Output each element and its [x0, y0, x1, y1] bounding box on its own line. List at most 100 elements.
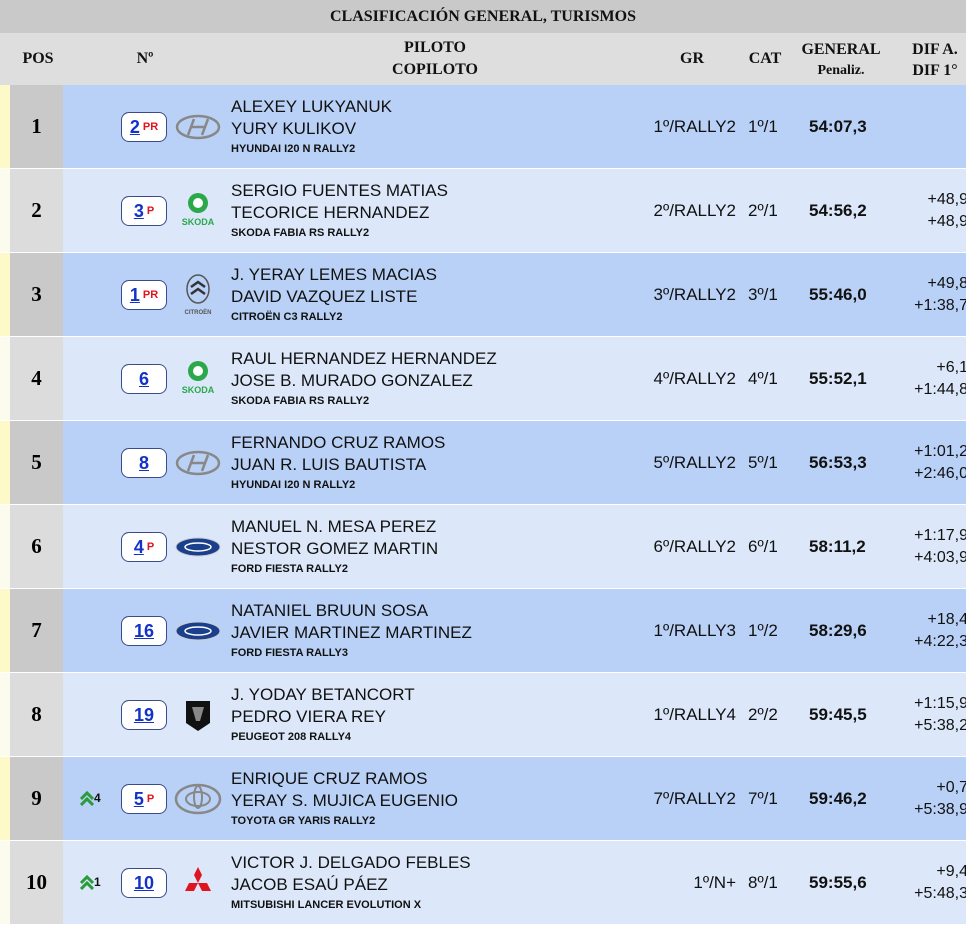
total-time: 59:46,2 — [809, 789, 867, 808]
codriver: YERAY S. MUJICA EUGENIO — [231, 791, 459, 810]
total-time: 58:29,6 — [809, 621, 867, 640]
number: 8 — [138, 452, 149, 473]
car-number[interactable]: 8 — [121, 448, 167, 478]
gap-previous: +1:17,9 — [914, 527, 966, 544]
codriver: JACOB ESAÚ PÁEZ — [231, 875, 388, 894]
position-gain: 1 — [80, 874, 101, 890]
car-model: CITROËN C3 RALLY2 — [231, 311, 343, 323]
driver: NATANIEL BRUUN SOSA — [231, 601, 429, 620]
car-number[interactable]: 2 PR — [121, 112, 167, 142]
row-marker — [0, 673, 10, 756]
brand-logo — [175, 621, 221, 641]
group-rank: 1º/N+ — [693, 873, 736, 892]
total-time: 55:52,1 — [809, 369, 867, 388]
table-row: 10 1 10 VICTOR J. DELGADO FEBLES JACOB ESAÚ … — [0, 841, 966, 925]
row-marker — [0, 169, 10, 252]
row-marker — [0, 757, 10, 840]
total-time: 56:53,3 — [809, 453, 867, 472]
driver: VICTOR J. DELGADO FEBLES — [231, 853, 471, 872]
brand-logo: SKODA — [182, 193, 215, 227]
brand-logo — [186, 701, 210, 731]
row-marker — [0, 85, 10, 168]
car-number[interactable]: 10 — [121, 868, 167, 898]
number: 3 — [133, 200, 144, 221]
car-number[interactable]: 16 — [121, 616, 167, 646]
gap-previous: +48,9 — [927, 191, 966, 208]
row-marker — [0, 253, 10, 336]
position: 8 — [10, 673, 63, 756]
row-marker — [0, 841, 10, 924]
table-row: 6 4 P MANUEL N. MESA PEREZ NESTOR GOMEZ MART… — [0, 505, 966, 589]
logo-text: SKODA — [182, 217, 215, 227]
brand-logo — [174, 783, 222, 815]
position: 2 — [10, 169, 63, 252]
group-rank: 7º/RALLY2 — [653, 789, 736, 808]
number: 2 — [129, 116, 140, 137]
brand-logo — [185, 867, 211, 891]
codriver: PEDRO VIERA REY — [231, 707, 386, 726]
gain-value: 4 — [94, 791, 101, 805]
gap-leader: +4:03,9 — [914, 549, 966, 566]
group-rank: 1º/RALLY3 — [653, 621, 736, 640]
header-cell: Penaliz. — [817, 63, 865, 78]
priority: P — [146, 541, 155, 553]
codriver: JOSE B. MURADO GONZALEZ — [231, 371, 473, 390]
gap-leader: +2:46,0 — [914, 465, 966, 482]
header-cell: DIF 1° — [912, 62, 958, 79]
gap-leader: +1:38,7 — [914, 297, 966, 314]
group-rank: 4º/RALLY2 — [653, 369, 736, 388]
position: 9 — [10, 757, 63, 840]
header-cell: POS — [22, 50, 54, 67]
car-number[interactable]: 19 — [121, 700, 167, 730]
header-cell: GR — [680, 50, 704, 67]
gap-leader: +4:22,3 — [914, 633, 966, 650]
table-title: CLASIFICACIÓN GENERAL, TURISMOS — [0, 0, 966, 33]
table-row: 8 19 J. YODAY BETANCORT PEDRO VIERA REY PEUG… — [0, 673, 966, 757]
category-rank: 6º/1 — [748, 537, 778, 556]
group-rank: 1º/RALLY4 — [653, 705, 736, 724]
number: 6 — [138, 368, 149, 389]
position: 1 — [10, 85, 63, 168]
logo-text: SKODA — [182, 385, 215, 395]
group-rank: 5º/RALLY2 — [653, 453, 736, 472]
table-row: 5 8 FERNANDO CRUZ RAMOS JUAN R. LUIS BAUTIS… — [0, 421, 966, 505]
driver: ENRIQUE CRUZ RAMOS — [231, 769, 428, 788]
header-cell: COPILOTO — [392, 61, 478, 78]
gap-previous: +1:15,9 — [914, 695, 966, 712]
category-rank: 7º/1 — [748, 789, 778, 808]
row-marker — [0, 421, 10, 504]
car-number[interactable]: 1 PR — [121, 280, 167, 310]
up-arrow — [80, 790, 94, 806]
gap-previous: +49,8 — [927, 275, 966, 292]
number: 16 — [133, 620, 155, 641]
category-rank: 3º/1 — [748, 285, 778, 304]
driver: FERNANDO CRUZ RAMOS — [231, 433, 446, 452]
group-rank: 1º/RALLY2 — [653, 117, 736, 136]
category-rank: 8º/1 — [748, 873, 778, 892]
car-model: TOYOTA GR YARIS RALLY2 — [231, 815, 376, 827]
driver: SERGIO FUENTES MATIAS — [231, 181, 448, 200]
car-number[interactable]: 6 — [121, 364, 167, 394]
codriver: JAVIER MARTINEZ MARTINEZ — [231, 623, 472, 642]
driver: RAUL HERNANDEZ HERNANDEZ — [231, 349, 497, 368]
number: 5 — [133, 788, 144, 809]
gap-leader: +1:44,8 — [914, 381, 966, 398]
category-rank: 4º/1 — [748, 369, 778, 388]
category-rank: 2º/1 — [748, 201, 778, 220]
car-model: FORD FIESTA RALLY3 — [231, 647, 348, 659]
brand-logo — [175, 114, 221, 140]
header-cell: CAT — [748, 50, 782, 67]
logo-text: CITROËN — [185, 309, 212, 316]
total-time: 58:11,2 — [809, 537, 866, 556]
total-time: 59:55,6 — [809, 873, 867, 892]
category-rank: 1º/2 — [748, 621, 778, 640]
group-rank: 3º/RALLY2 — [653, 285, 736, 304]
total-time: 54:07,3 — [809, 117, 867, 136]
driver: J. YERAY LEMES MACIAS — [231, 265, 437, 284]
codriver: DAVID VAZQUEZ LISTE — [231, 287, 418, 306]
table-row: 3 1 PR CITROËN J. YERAY LEMES MACIAS DAVID VA… — [0, 253, 966, 337]
